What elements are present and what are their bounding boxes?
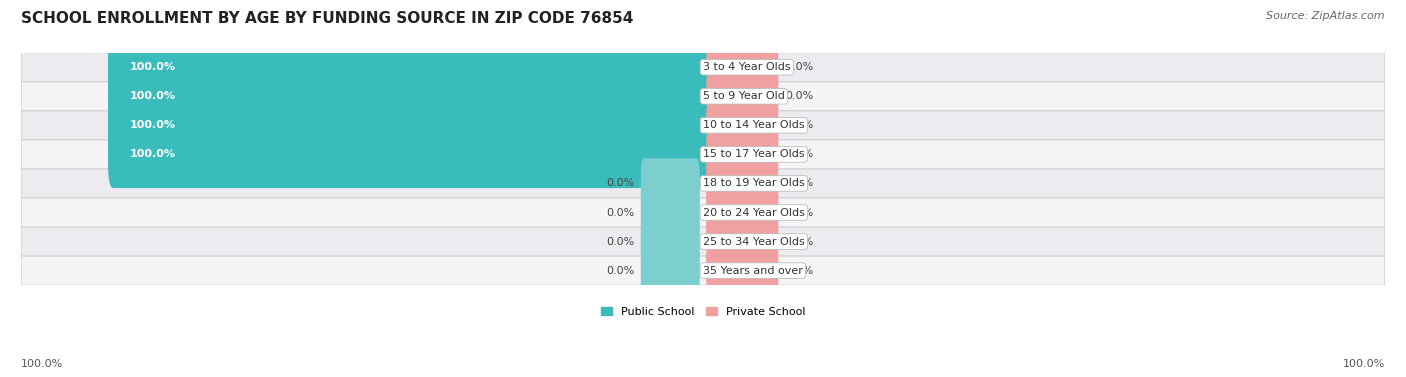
Text: SCHOOL ENROLLMENT BY AGE BY FUNDING SOURCE IN ZIP CODE 76854: SCHOOL ENROLLMENT BY AGE BY FUNDING SOUR… bbox=[21, 11, 634, 26]
FancyBboxPatch shape bbox=[706, 187, 779, 238]
Text: 100.0%: 100.0% bbox=[129, 62, 176, 72]
FancyBboxPatch shape bbox=[21, 198, 1385, 227]
Text: 0.0%: 0.0% bbox=[785, 178, 813, 188]
FancyBboxPatch shape bbox=[641, 158, 700, 208]
Text: 0.0%: 0.0% bbox=[785, 91, 813, 101]
Text: 20 to 24 Year Olds: 20 to 24 Year Olds bbox=[703, 207, 804, 218]
Text: 0.0%: 0.0% bbox=[606, 266, 634, 276]
Text: Source: ZipAtlas.com: Source: ZipAtlas.com bbox=[1267, 11, 1385, 21]
FancyBboxPatch shape bbox=[706, 216, 779, 267]
Text: 0.0%: 0.0% bbox=[606, 178, 634, 188]
FancyBboxPatch shape bbox=[21, 53, 1385, 81]
Text: 0.0%: 0.0% bbox=[785, 236, 813, 247]
Text: 15 to 17 Year Olds: 15 to 17 Year Olds bbox=[703, 149, 804, 159]
Text: 100.0%: 100.0% bbox=[129, 91, 176, 101]
Text: 25 to 34 Year Olds: 25 to 34 Year Olds bbox=[703, 236, 804, 247]
FancyBboxPatch shape bbox=[706, 71, 779, 121]
FancyBboxPatch shape bbox=[706, 246, 779, 296]
Text: 0.0%: 0.0% bbox=[785, 266, 813, 276]
Text: 0.0%: 0.0% bbox=[785, 62, 813, 72]
FancyBboxPatch shape bbox=[706, 42, 779, 92]
Text: 0.0%: 0.0% bbox=[606, 236, 634, 247]
Text: 0.0%: 0.0% bbox=[785, 207, 813, 218]
FancyBboxPatch shape bbox=[641, 187, 700, 238]
Text: 3 to 4 Year Olds: 3 to 4 Year Olds bbox=[703, 62, 790, 72]
FancyBboxPatch shape bbox=[641, 216, 700, 267]
FancyBboxPatch shape bbox=[21, 256, 1385, 285]
FancyBboxPatch shape bbox=[706, 158, 779, 208]
FancyBboxPatch shape bbox=[108, 63, 709, 130]
FancyBboxPatch shape bbox=[21, 227, 1385, 256]
FancyBboxPatch shape bbox=[706, 100, 779, 150]
FancyBboxPatch shape bbox=[108, 34, 709, 101]
FancyBboxPatch shape bbox=[706, 129, 779, 179]
FancyBboxPatch shape bbox=[641, 246, 700, 296]
FancyBboxPatch shape bbox=[108, 92, 709, 159]
FancyBboxPatch shape bbox=[21, 169, 1385, 198]
FancyBboxPatch shape bbox=[108, 121, 709, 188]
FancyBboxPatch shape bbox=[21, 140, 1385, 169]
Text: 0.0%: 0.0% bbox=[606, 207, 634, 218]
FancyBboxPatch shape bbox=[21, 111, 1385, 140]
Text: 100.0%: 100.0% bbox=[21, 359, 63, 369]
FancyBboxPatch shape bbox=[21, 82, 1385, 111]
Text: 0.0%: 0.0% bbox=[785, 120, 813, 130]
Legend: Public School, Private School: Public School, Private School bbox=[596, 302, 810, 322]
Text: 100.0%: 100.0% bbox=[129, 120, 176, 130]
Text: 100.0%: 100.0% bbox=[129, 149, 176, 159]
Text: 10 to 14 Year Olds: 10 to 14 Year Olds bbox=[703, 120, 804, 130]
Text: 100.0%: 100.0% bbox=[1343, 359, 1385, 369]
Text: 18 to 19 Year Olds: 18 to 19 Year Olds bbox=[703, 178, 804, 188]
Text: 0.0%: 0.0% bbox=[785, 149, 813, 159]
Text: 35 Years and over: 35 Years and over bbox=[703, 266, 803, 276]
Text: 5 to 9 Year Old: 5 to 9 Year Old bbox=[703, 91, 785, 101]
